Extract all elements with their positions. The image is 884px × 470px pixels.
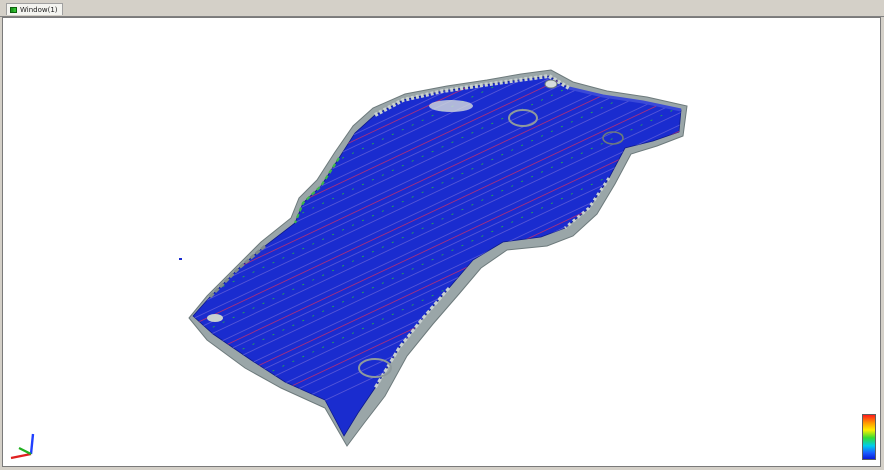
3d-viewport[interactable] — [2, 17, 881, 467]
z-axis-line — [29, 433, 35, 455]
tab-label: Window(1) — [20, 5, 58, 14]
green-grid-icon — [10, 6, 17, 13]
edge-detail — [207, 73, 682, 389]
bottom-frame — [0, 467, 884, 470]
color-legend — [862, 414, 876, 460]
x-axis-line — [10, 452, 32, 460]
stray-point — [179, 258, 182, 260]
terrain-surface — [192, 75, 682, 437]
tab-window-1[interactable]: Window(1) — [6, 3, 63, 15]
y-axis-line — [18, 447, 32, 455]
terrain-surface-view[interactable] — [3, 18, 881, 467]
tab-strip: Window(1) — [0, 0, 884, 17]
axis-triad — [10, 433, 35, 460]
